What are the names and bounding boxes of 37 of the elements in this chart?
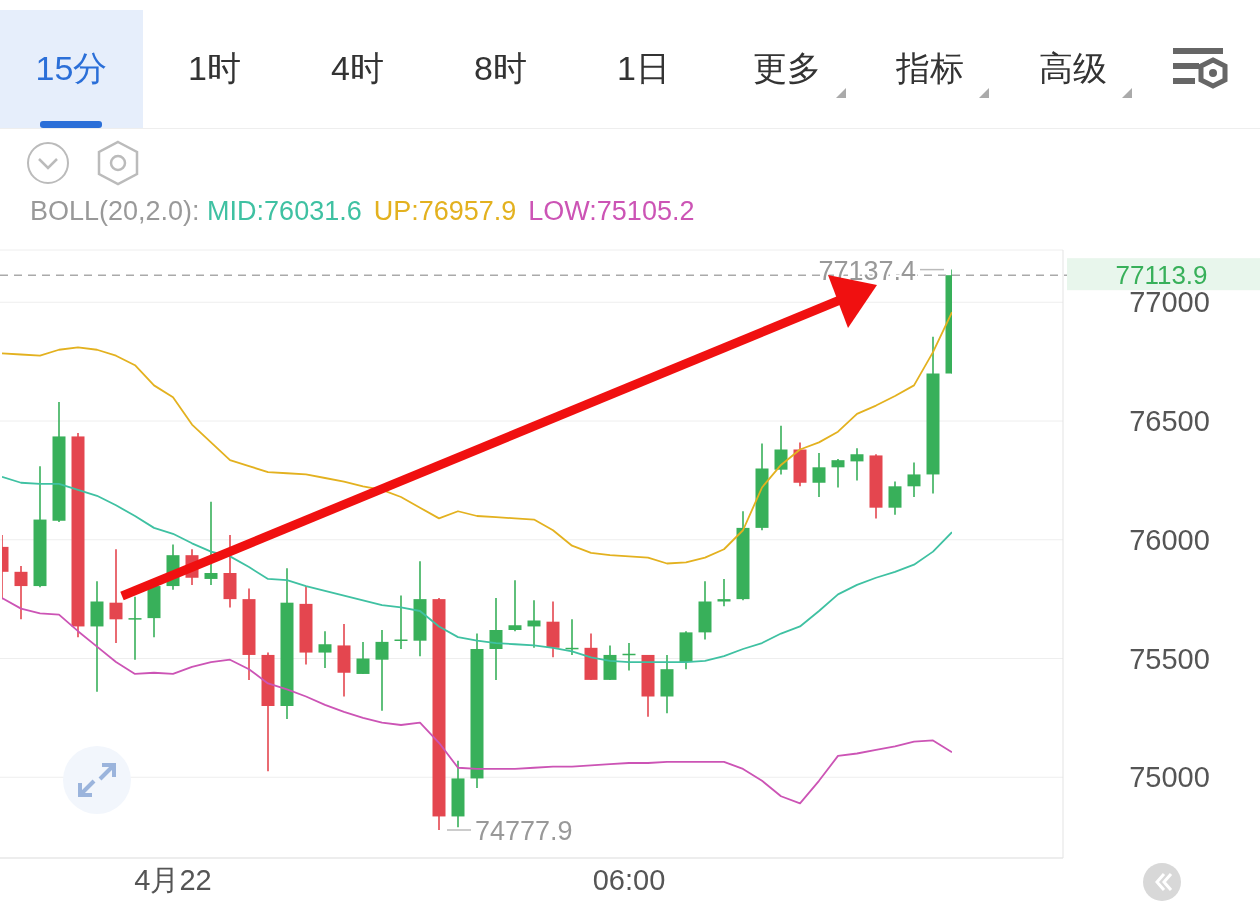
candlestick — [356, 641, 370, 675]
candlestick — [14, 565, 28, 621]
line-series — [2, 475, 952, 663]
text: LOW:75105.2 — [528, 196, 695, 226]
text: 15分 — [35, 48, 108, 89]
candlestick — [204, 500, 218, 586]
y-tick-label: 75000 — [1129, 761, 1210, 794]
candlestick — [375, 629, 389, 712]
annotation: 74777.9 — [475, 816, 573, 846]
candlestick — [907, 461, 921, 498]
candlestick — [508, 579, 522, 632]
line-series — [2, 597, 952, 805]
x-tick-label: 06:00 — [592, 864, 666, 896]
text: 8时 — [474, 48, 527, 89]
text: 更多 — [752, 48, 821, 89]
text: UP:76957.9 — [373, 196, 517, 226]
legend-title: BOLL(20,2.0): — [30, 196, 201, 226]
y-tick-label: 75500 — [1129, 642, 1210, 675]
text: MID:76031.6 — [207, 196, 362, 226]
candlestick — [128, 595, 142, 661]
x-tick-label: 4月22 — [134, 864, 212, 896]
text: 1日 — [617, 48, 670, 89]
candlestick — [717, 578, 731, 608]
y-tick-label: 76500 — [1129, 405, 1210, 437]
candlestick — [489, 597, 503, 681]
y-tick-label: 76000 — [1129, 523, 1210, 556]
candlestick — [831, 458, 845, 489]
line-series — [2, 311, 952, 565]
text: 1时 — [188, 48, 241, 89]
candlestick — [850, 447, 864, 482]
candlestick — [109, 548, 123, 644]
text: 4时 — [331, 48, 384, 89]
candlestick — [318, 630, 332, 669]
text: 指标 — [895, 48, 964, 89]
text: 高级 — [1038, 48, 1107, 89]
candlestick — [812, 452, 826, 498]
candlestick — [888, 480, 902, 516]
